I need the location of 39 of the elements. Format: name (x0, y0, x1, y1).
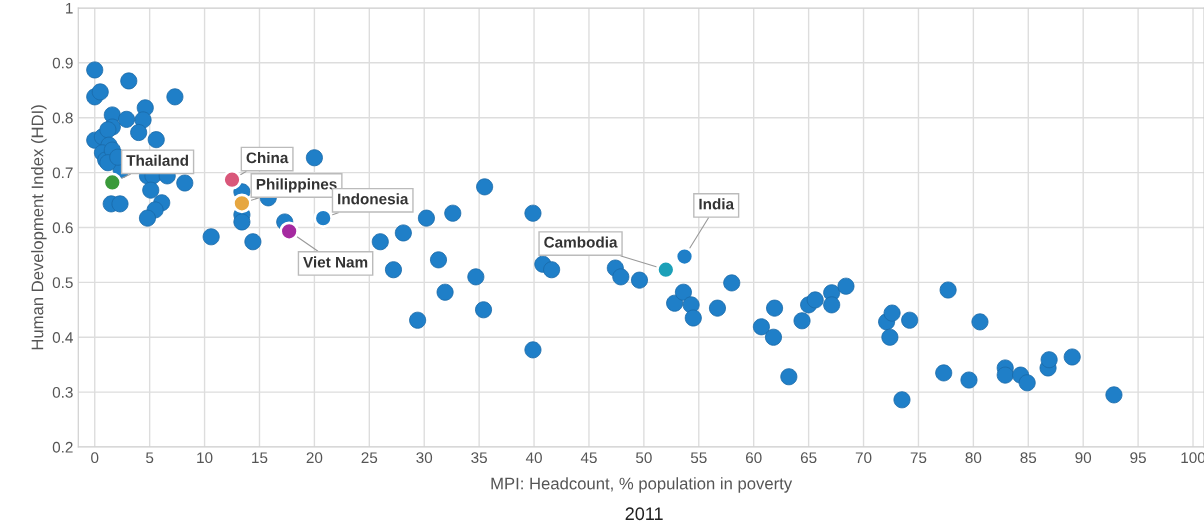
x-tick-label: 10 (197, 452, 213, 464)
annotation: China (246, 151, 289, 164)
x-tick-label: 20 (306, 452, 323, 464)
y-axis-title: Human Development Index (HDI) (31, 105, 47, 350)
x-tick-label: 45 (580, 452, 597, 464)
x-tick-label: 40 (525, 452, 542, 464)
y-tick-label: 0.3 (52, 386, 73, 398)
x-tick-label: 5 (146, 452, 154, 464)
x-axis-title: MPI: Headcount, % population in poverty (491, 477, 793, 493)
x-tick-label: 50 (635, 452, 652, 464)
y-tick-label: 0.7 (52, 167, 73, 179)
y-tick-label: 0.5 (52, 277, 73, 289)
x-tick-label: 85 (1020, 452, 1037, 464)
x-tick-label: 0 (91, 452, 99, 464)
y-tick-label: 0.6 (52, 222, 73, 234)
annotation: Thailand (126, 154, 188, 166)
y-tick-label: 1 (66, 2, 73, 14)
x-tick-label: 75 (910, 452, 927, 464)
annotation: Indonesia (338, 193, 409, 205)
x-tick-label: 65 (800, 452, 817, 464)
x-tick-label: 25 (361, 452, 378, 464)
y-tick-label: 0.9 (52, 57, 73, 69)
x-tick-label: 60 (745, 452, 762, 464)
x-tick-label: 55 (690, 452, 707, 464)
x-tick-label: 80 (965, 452, 982, 464)
annotation: Philippines (256, 178, 337, 193)
annotation: India (699, 198, 735, 210)
annotation: Viet Nam (303, 256, 368, 268)
text: 2011 (625, 507, 663, 521)
x-tick-label: 35 (471, 452, 487, 464)
x-tick-label: 15 (252, 452, 268, 464)
y-tick-label: 0.8 (52, 112, 73, 124)
annotation: Cambodia (544, 236, 618, 248)
y-tick-label: 0.4 (52, 332, 73, 343)
x-tick-label: 90 (1075, 452, 1092, 464)
x-tick-label: 95 (1130, 452, 1146, 464)
y-tick-label: 0.2 (52, 441, 73, 453)
x-tick-label: 30 (416, 452, 433, 464)
x-tick-label: 70 (855, 452, 872, 464)
